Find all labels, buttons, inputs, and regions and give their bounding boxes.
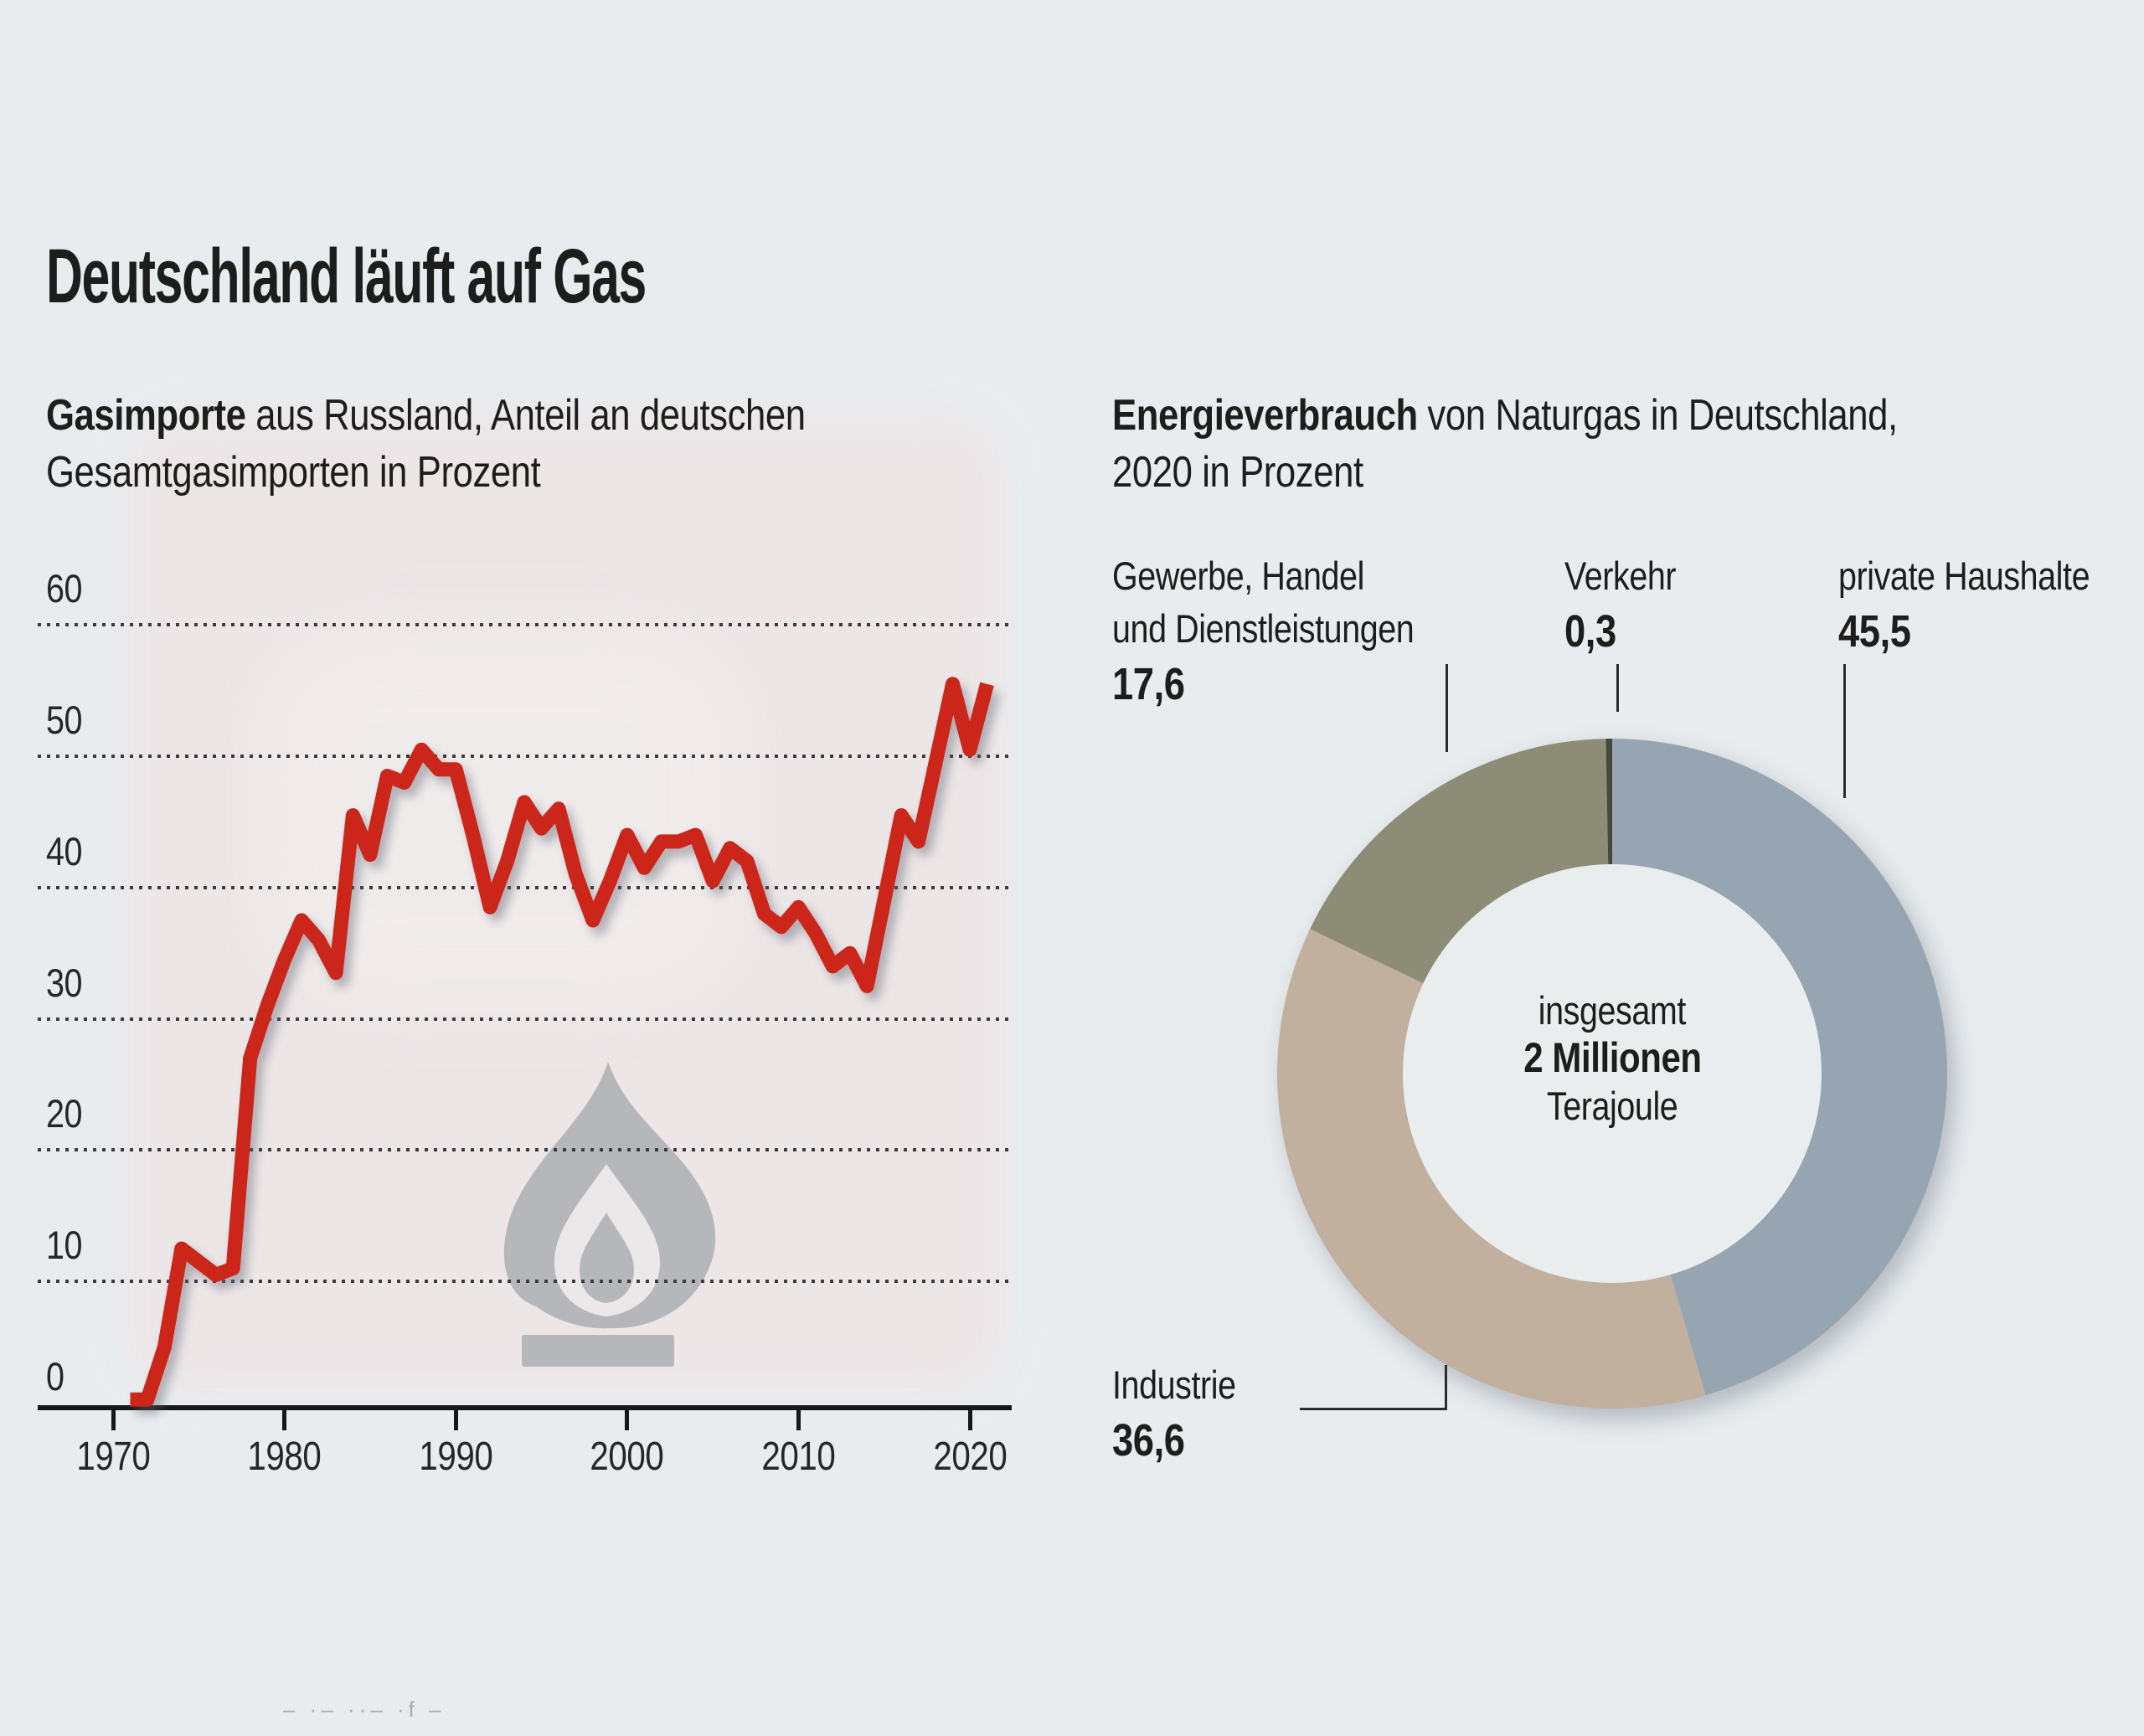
page-title-text: Deutschland läuft auf Gas (46, 234, 647, 319)
y-axis-label-40: 40 (46, 828, 83, 873)
leader-line-haushalte (1843, 664, 1846, 798)
x-axis-tick-1980 (282, 1410, 287, 1430)
donut-center-line1: insgesamt (1538, 988, 1687, 1033)
callout-verkehr: Verkehr 0,3 (1564, 549, 1697, 661)
line-chart-heading-rest: aus Russland, Anteil an deutschen (245, 391, 806, 440)
line-chart-heading-bold: Gasimporte (46, 391, 246, 440)
donut-center-line3: Terajoule (1546, 1084, 1678, 1128)
y-axis-label-60: 60 (46, 566, 83, 611)
donut-chart-heading-bold: Energieverbrauch (1112, 391, 1418, 440)
y-axis-label-20: 20 (46, 1091, 83, 1136)
donut-chart-heading-rest: von Naturgas in Deutschland, (1417, 391, 1898, 440)
x-axis-label-2000: 2000 (590, 1435, 664, 1479)
donut-segment-verkehr (1605, 739, 1612, 865)
cropped-source-text: – ·– ··– ·f – (283, 1697, 446, 1722)
page-title: Deutschland läuft auf Gas (46, 233, 955, 321)
x-axis-label-1990: 1990 (419, 1435, 493, 1479)
line-chart-heading: Gasimporte aus Russland, Anteil an deuts… (46, 387, 950, 501)
y-gridline-10 (38, 1280, 1009, 1284)
callout-haushalte: private Haushalte 45,5 (1838, 549, 2137, 661)
chart-background-tint-highlight (268, 636, 737, 997)
donut-center-label: insgesamt 2 Millionen Terajoule (1445, 986, 1780, 1130)
callout-haushalte-value: 45,5 (1838, 606, 1911, 657)
callout-gewerbe-value: 17,6 (1112, 659, 1185, 709)
callout-industrie-value: 36,6 (1112, 1415, 1185, 1466)
donut-chart-heading-line2: 2020 in Prozent (1112, 448, 1363, 497)
x-axis-tick-2000 (625, 1410, 630, 1430)
callout-industrie-label: Industrie (1112, 1363, 1236, 1407)
callout-industrie: Industrie 36,6 (1112, 1358, 1260, 1470)
x-axis-line (38, 1405, 1012, 1410)
y-gridline-60 (38, 623, 1009, 627)
leader-line-verkehr (1616, 664, 1619, 712)
y-gridline-30 (38, 1017, 1009, 1021)
callout-verkehr-value: 0,3 (1564, 606, 1616, 657)
y-axis-label-10: 10 (46, 1223, 83, 1268)
y-gridline-40 (38, 885, 1009, 889)
x-axis-tick-1990 (453, 1410, 458, 1430)
callout-haushalte-label: private Haushalte (1838, 554, 2090, 598)
x-axis-tick-1970 (111, 1410, 116, 1430)
y-axis-label-30: 30 (46, 960, 83, 1005)
y-gridline-50 (38, 755, 1009, 758)
x-axis-label-1970: 1970 (75, 1435, 151, 1479)
x-axis-tick-2010 (796, 1410, 801, 1430)
y-axis-label-0: 0 (46, 1354, 64, 1399)
donut-center-line2: 2 Millionen (1523, 1034, 1702, 1081)
callout-verkehr-label: Verkehr (1564, 554, 1677, 598)
leader-line-industrie-horizontal (1300, 1408, 1447, 1410)
callout-gewerbe-label: Gewerbe, Handel (1112, 554, 1364, 598)
callout-gewerbe: Gewerbe, Handel und Dienstleistungen 17,… (1112, 549, 1471, 713)
x-axis-tick-2020 (967, 1410, 972, 1430)
x-axis-label-2020: 2020 (932, 1435, 1008, 1479)
line-chart-heading-line2: Gesamtgasimporten in Prozent (46, 448, 541, 497)
y-axis-label-50: 50 (46, 698, 83, 742)
y-gridline-20 (38, 1148, 1009, 1152)
x-axis-label-2010: 2010 (761, 1435, 836, 1479)
leader-line-industrie-vertical (1445, 1365, 1447, 1410)
x-axis-label-1980: 1980 (247, 1435, 322, 1479)
donut-chart-heading: Energieverbrauch von Naturgas in Deutsch… (1112, 387, 2047, 501)
donut-segment-gewerbe-handel-und-dienstleistungen (1310, 739, 1609, 984)
callout-gewerbe-label2: und Dienstleistungen (1112, 606, 1415, 651)
leader-line-gewerbe (1446, 664, 1448, 752)
